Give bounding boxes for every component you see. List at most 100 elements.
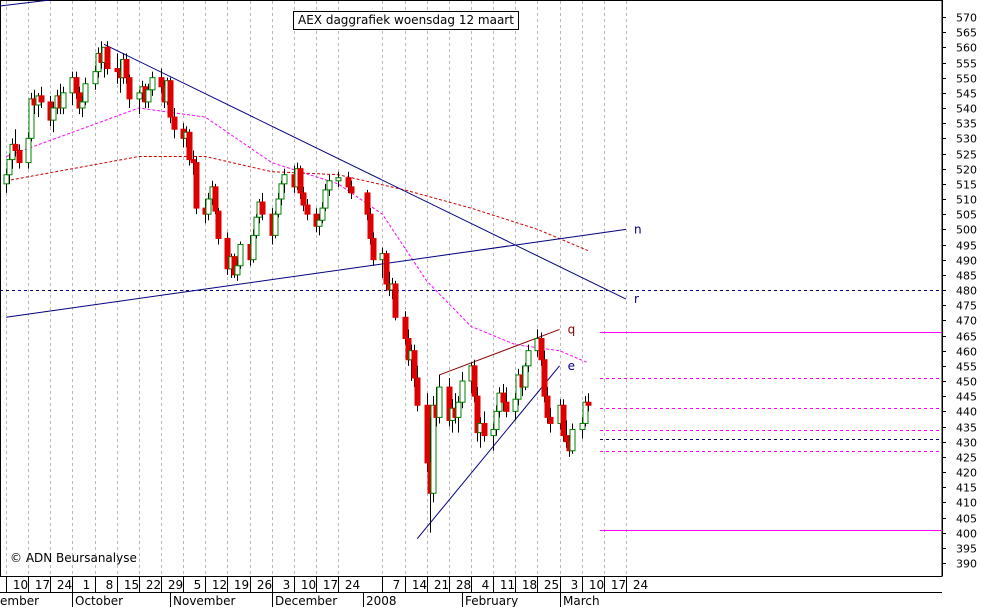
y-tick-label: 550 bbox=[956, 73, 977, 86]
candle-body bbox=[149, 77, 156, 91]
y-tick-label: 520 bbox=[956, 164, 977, 177]
moving-average-line bbox=[5, 156, 589, 252]
candle-body bbox=[490, 429, 497, 437]
candle-body bbox=[304, 204, 311, 215]
x-tick-label: 3 bbox=[571, 578, 579, 592]
trendline bbox=[416, 365, 560, 540]
candle-body bbox=[79, 101, 86, 109]
y-tick-label: 495 bbox=[956, 240, 977, 253]
y-tick-label: 500 bbox=[956, 224, 977, 237]
trendline bbox=[0, 0, 51, 7]
y-tick-label: 445 bbox=[956, 391, 977, 404]
candle-body bbox=[383, 253, 390, 285]
moving-average-line bbox=[5, 107, 589, 364]
x-tick-label: 17 bbox=[611, 578, 626, 592]
plot-frame bbox=[0, 0, 943, 577]
y-tick-label: 530 bbox=[956, 133, 977, 146]
candle-body bbox=[234, 265, 241, 276]
trendline-label: r bbox=[634, 292, 639, 306]
month-label: October bbox=[75, 594, 123, 607]
candle-body bbox=[104, 46, 111, 70]
trendline bbox=[5, 228, 627, 318]
candle-body bbox=[370, 237, 377, 261]
month-label: March bbox=[563, 594, 600, 607]
candle-body bbox=[430, 404, 437, 494]
y-tick-label: 450 bbox=[956, 376, 977, 389]
x-tick-label: 1 bbox=[83, 578, 91, 592]
y-tick-label: 485 bbox=[956, 270, 977, 283]
x-tick-label: 10 bbox=[301, 578, 316, 592]
y-tick-label: 510 bbox=[956, 194, 977, 207]
trendline-label: e bbox=[568, 359, 575, 373]
y-tick-label: 405 bbox=[956, 513, 977, 526]
candle-body bbox=[569, 429, 576, 452]
candle-body bbox=[424, 404, 431, 464]
x-tick-label: 26 bbox=[257, 578, 272, 592]
y-tick-label: 400 bbox=[956, 528, 977, 541]
candle-body bbox=[259, 201, 266, 215]
candle-body bbox=[205, 198, 212, 215]
y-tick-label: 570 bbox=[956, 12, 977, 25]
y-tick-label: 525 bbox=[956, 149, 977, 162]
x-tick-label: 14 bbox=[412, 578, 427, 592]
candle-body bbox=[275, 198, 282, 215]
candle-body bbox=[547, 416, 554, 424]
candle-body bbox=[281, 174, 288, 185]
y-tick-label: 425 bbox=[956, 452, 977, 465]
y-tick-label: 515 bbox=[956, 179, 977, 192]
candle-body bbox=[38, 95, 45, 103]
candle-body bbox=[16, 149, 23, 164]
x-tick-label: 5 bbox=[194, 578, 202, 592]
x-tick-label: 24 bbox=[57, 578, 72, 592]
candle-body bbox=[278, 183, 285, 200]
candle-body bbox=[25, 137, 32, 164]
trendline-label: n bbox=[634, 222, 642, 236]
x-tick-label: 21 bbox=[434, 578, 449, 592]
candle-body bbox=[436, 386, 443, 418]
x-tick-label: 17 bbox=[35, 578, 50, 592]
candle-body bbox=[402, 316, 409, 340]
chart-title: AEX daggrafiek woensdag 12 maart bbox=[293, 11, 519, 30]
y-tick-label: 480 bbox=[956, 285, 977, 298]
x-tick-label: 25 bbox=[544, 578, 559, 592]
candle-body bbox=[364, 192, 371, 215]
y-tick-label: 440 bbox=[956, 406, 977, 419]
y-tick-label: 505 bbox=[956, 209, 977, 222]
candle-body bbox=[544, 395, 551, 418]
candle-body bbox=[224, 237, 231, 270]
candle-body bbox=[82, 83, 89, 103]
candle-body bbox=[3, 174, 10, 185]
candle-body bbox=[212, 186, 219, 212]
candle-body bbox=[126, 77, 133, 100]
candle-body bbox=[167, 80, 174, 118]
candle-body bbox=[512, 398, 519, 412]
x-tick-label: 28 bbox=[456, 578, 471, 592]
x-tick-label: 24 bbox=[633, 578, 648, 592]
candle-body bbox=[186, 131, 193, 161]
y-tick-label: 535 bbox=[956, 118, 977, 131]
candle-body bbox=[215, 210, 222, 239]
candle-body bbox=[193, 162, 200, 209]
candle-body bbox=[237, 244, 244, 267]
month-label: 2008 bbox=[366, 594, 397, 607]
candle-body bbox=[541, 359, 548, 397]
candle-body bbox=[322, 189, 329, 209]
y-tick-label: 545 bbox=[956, 88, 977, 101]
candle-body bbox=[158, 77, 165, 88]
candle-body bbox=[579, 422, 586, 431]
y-tick-label: 390 bbox=[956, 558, 977, 571]
x-tick-label: 10 bbox=[13, 578, 28, 592]
y-tick-label: 560 bbox=[956, 42, 977, 55]
candle-body bbox=[411, 350, 418, 379]
y-tick-label: 430 bbox=[956, 437, 977, 450]
copyright-credit: © ADN Beursanalyse bbox=[10, 551, 137, 565]
x-tick-label: 17 bbox=[323, 578, 338, 592]
candle-body bbox=[92, 71, 99, 85]
y-tick-label: 460 bbox=[956, 346, 977, 359]
y-tick-label: 490 bbox=[956, 255, 977, 268]
y-tick-label: 555 bbox=[956, 58, 977, 71]
candle-body bbox=[392, 283, 399, 318]
candle-body bbox=[335, 177, 342, 182]
